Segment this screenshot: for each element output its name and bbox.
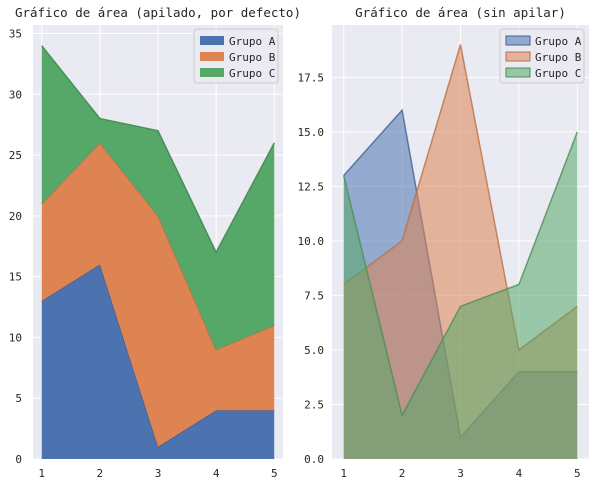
y-tick-label: 15 [9, 271, 22, 284]
chart-title: Gráfico de área (sin apilar) [355, 5, 566, 20]
legend: Grupo A Grupo B Grupo C [499, 28, 585, 84]
x-tick-label: 5 [574, 467, 581, 480]
y-tick-label: 35 [9, 28, 22, 41]
legend-swatch [505, 51, 531, 62]
y-tick-label: 30 [9, 88, 22, 101]
area-grupo-c [41, 45, 275, 350]
areas [342, 44, 579, 459]
x-tick-labels: 1 2 3 4 5 [340, 467, 580, 480]
chart-stacked: 0 5 10 15 20 25 30 35 1 2 3 4 5 Gráfico de área (ap… [9, 5, 301, 480]
x-tick-label: 2 [399, 467, 406, 480]
x-tick-label: 3 [457, 467, 464, 480]
legend-label: Grupo B [229, 51, 276, 64]
y-tick-label: 12.5 [298, 180, 325, 193]
chart-unstacked: 0.0 2.5 5.0 7.5 10.0 12.5 15.0 17.5 1 2 3 4 5 Gráfi… [298, 5, 589, 480]
x-tick-label: 2 [97, 467, 104, 480]
legend-label: Grupo A [229, 35, 276, 48]
line-grupo-c [342, 131, 579, 418]
areas [41, 45, 275, 459]
line-grupo-c [41, 45, 275, 254]
x-tick-label: 5 [271, 467, 278, 480]
y-tick-label: 25 [9, 149, 22, 162]
legend-swatch [505, 67, 531, 78]
y-tick-labels: 0 5 10 15 20 25 30 35 [9, 28, 22, 466]
x-tick-label: 1 [340, 467, 347, 480]
legend-label: Grupo C [229, 67, 275, 80]
legend-label: Grupo A [535, 35, 582, 48]
y-tick-label: 0 [15, 453, 22, 466]
y-tick-label: 17.5 [298, 71, 325, 84]
x-tick-labels: 1 2 3 4 5 [38, 467, 277, 480]
y-tick-label: 15.0 [298, 126, 325, 139]
legend-swatch [200, 68, 224, 77]
x-tick-label: 4 [213, 467, 220, 480]
area-grupo-c [343, 131, 578, 459]
x-tick-label: 1 [38, 467, 45, 480]
legend: Grupo A Grupo B Grupo C [193, 28, 279, 84]
legend-label: Grupo B [535, 51, 582, 64]
x-tick-label: 3 [155, 467, 162, 480]
y-tick-label: 20 [9, 210, 22, 223]
x-tick-label: 4 [516, 467, 523, 480]
chart-title: Gráfico de área (apilado, por defecto) [15, 5, 301, 20]
area-grupo-a [41, 264, 275, 459]
y-tick-label: 5.0 [304, 344, 324, 357]
y-tick-label: 0.0 [304, 453, 324, 466]
y-tick-label: 10 [9, 331, 22, 344]
y-tick-labels: 0.0 2.5 5.0 7.5 10.0 12.5 15.0 17.5 [298, 71, 325, 466]
area-grupo-b [41, 142, 275, 447]
y-tick-label: 7.5 [304, 289, 324, 302]
legend-swatch [200, 36, 224, 45]
y-tick-label: 5 [15, 392, 22, 405]
y-tick-label: 10.0 [298, 235, 325, 248]
legend-swatch [200, 52, 224, 61]
legend-label: Grupo C [535, 67, 581, 80]
legend-swatch [505, 35, 531, 46]
y-tick-label: 2.5 [304, 398, 324, 411]
